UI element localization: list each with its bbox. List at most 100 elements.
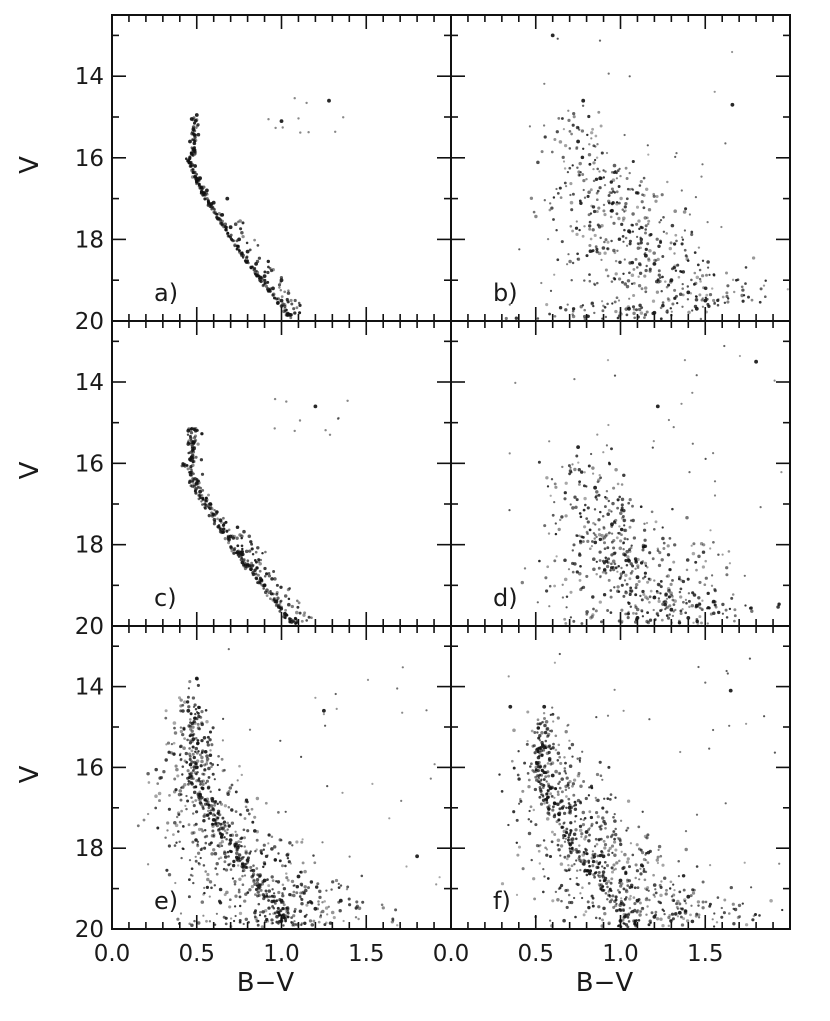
star-point: [610, 562, 613, 566]
star-point: [538, 795, 542, 799]
star-point: [623, 528, 628, 533]
star-point: [211, 772, 215, 776]
star-point: [252, 879, 256, 884]
star-point: [686, 285, 690, 288]
star-point: [612, 815, 615, 819]
star-point: [189, 428, 193, 432]
star-point: [598, 917, 602, 920]
star-point: [209, 790, 212, 793]
star-point: [619, 819, 623, 822]
star-point: [605, 864, 610, 868]
star-point: [346, 885, 350, 889]
panel-frame: [111, 320, 452, 627]
star-point: [572, 543, 576, 547]
star-point: [508, 704, 513, 709]
star-point: [173, 844, 177, 847]
star-point: [263, 919, 268, 924]
star-point: [582, 508, 586, 512]
star-point: [528, 125, 532, 128]
star-point: [623, 258, 626, 261]
star-point: [597, 251, 602, 256]
star-point: [560, 790, 564, 794]
star-point: [267, 906, 271, 910]
star-point: [617, 619, 622, 623]
star-point: [554, 748, 558, 752]
star-point: [611, 302, 614, 305]
star-point: [679, 609, 683, 613]
star-point: [301, 861, 305, 865]
star-point: [615, 296, 619, 300]
star-point: [563, 558, 567, 562]
star-point: [585, 574, 589, 578]
star-point: [614, 566, 618, 570]
star-point: [669, 307, 673, 310]
star-point: [197, 481, 201, 485]
star-point: [751, 918, 755, 922]
star-point: [287, 860, 291, 864]
star-point: [249, 540, 253, 544]
star-point: [543, 199, 546, 202]
star-point: [588, 227, 592, 231]
star-point: [655, 290, 660, 294]
star-point: [558, 305, 563, 310]
star-point: [680, 402, 683, 405]
star-point: [198, 187, 201, 190]
star-point: [544, 846, 547, 850]
star-point: [776, 605, 780, 609]
star-point: [662, 230, 666, 233]
star-point: [294, 922, 297, 926]
star-point: [277, 890, 281, 895]
star-point: [288, 892, 292, 897]
star-point: [681, 608, 684, 611]
star-point: [684, 909, 688, 913]
star-point: [606, 898, 609, 901]
star-point: [529, 196, 534, 200]
star-point: [180, 809, 183, 813]
star-point: [241, 547, 244, 551]
star-point: [208, 730, 213, 734]
star-point: [392, 919, 395, 922]
star-point: [210, 822, 214, 826]
star-point: [579, 892, 582, 895]
star-point: [628, 239, 632, 243]
star-point: [250, 875, 254, 879]
star-point: [213, 923, 217, 926]
star-point: [609, 589, 613, 592]
star-point: [324, 429, 327, 432]
star-point: [549, 202, 552, 205]
star-point: [609, 835, 613, 839]
star-point: [622, 272, 625, 275]
star-point: [607, 921, 611, 925]
star-point: [240, 550, 245, 554]
star-point: [551, 706, 554, 709]
star-point: [500, 882, 505, 886]
star-point: [278, 898, 282, 902]
star-point: [235, 525, 240, 530]
star-point: [625, 563, 629, 567]
star-point: [238, 249, 241, 253]
star-point: [574, 915, 577, 919]
star-point: [643, 274, 647, 278]
star-point: [536, 718, 540, 722]
star-point: [676, 899, 680, 904]
star-point: [644, 231, 647, 235]
star-point: [530, 858, 533, 862]
star-point: [226, 234, 230, 238]
star-point: [227, 789, 231, 794]
star-point: [217, 821, 220, 825]
star-point: [569, 503, 572, 506]
star-point: [558, 807, 562, 811]
star-point: [620, 222, 624, 226]
star-point: [588, 810, 592, 814]
star-point: [624, 166, 628, 170]
star-point: [591, 901, 595, 905]
star-point: [587, 839, 591, 843]
star-point: [647, 219, 651, 223]
star-point: [582, 178, 586, 183]
star-point: [576, 445, 580, 449]
star-point: [601, 515, 605, 518]
star-point: [303, 869, 307, 874]
star-point: [560, 883, 564, 888]
star-point: [324, 906, 329, 910]
